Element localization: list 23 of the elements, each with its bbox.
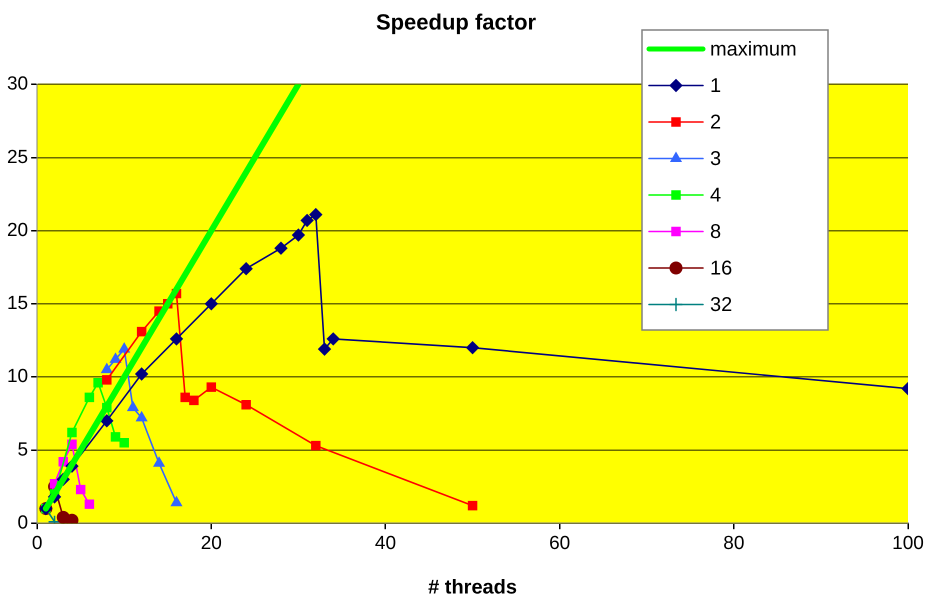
y-tick-label: 0 [18,512,28,534]
x-tick-label: 60 [549,532,570,554]
legend-label: 16 [710,258,732,280]
legend-label: 32 [710,294,732,316]
x-tick-label: 80 [723,532,744,554]
y-tick-label: 30 [6,74,28,95]
legend-label: 1 [710,75,722,98]
legend-label: 3 [710,148,722,170]
y-tick-label: 20 [6,220,28,241]
x-tick-label: 0 [32,532,42,554]
x-tick-label: 20 [200,532,222,554]
legend-label: 8 [710,221,722,244]
x-tick-label: 40 [374,532,396,554]
legend-label: 4 [710,184,722,207]
legend-label: 2 [710,112,722,134]
y-tick-label: 15 [6,293,28,314]
y-tick-label: 25 [6,146,28,168]
x-axis-title: # threads [428,576,518,599]
x-tick-label: 100 [892,532,924,554]
legend-label: maximum [710,38,797,61]
y-tick-label: 10 [6,366,28,388]
y-tick-label: 5 [18,439,28,460]
chart-title: Speedup factor [376,9,536,34]
